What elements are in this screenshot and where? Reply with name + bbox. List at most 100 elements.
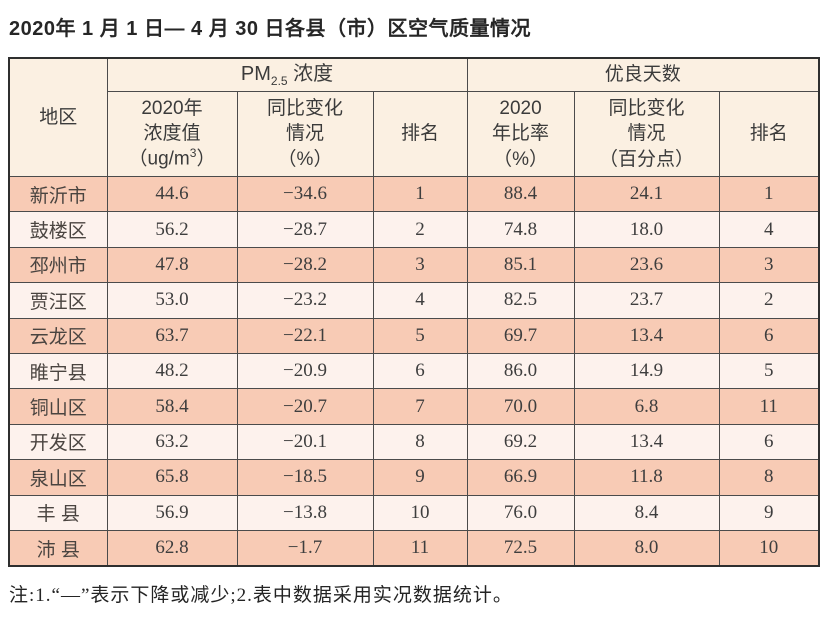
page-title: 2020年 1 月 1 日— 4 月 30 日各县（市）区空气质量情况	[9, 18, 532, 40]
col-group-pm25: PM2.5 浓度	[106, 57, 468, 92]
pm-change-unit: （%）	[277, 148, 333, 170]
cell-ratio: 76.0	[466, 494, 575, 531]
cell-ratio-change: 23.6	[573, 246, 720, 284]
cell-pm-rank: 8	[372, 423, 468, 461]
ratio-change-line1: 同比变化	[608, 98, 685, 120]
cell-pm-change: −23.2	[236, 282, 374, 319]
cell-region: 沛 县	[8, 529, 108, 567]
air-quality-table: 地区 PM2.5 浓度 优良天数 2020年 浓度值 （ug/m3） 同比变化 情况（…	[8, 57, 821, 568]
table-row: 铜山区 58.4 −20.7 7 70.0 6.8 11	[8, 388, 820, 425]
pm-value-line2: 浓度值	[143, 123, 201, 145]
col-header-ratio-rank: 排名	[718, 91, 820, 177]
cell-ratio-change: 24.1	[573, 175, 720, 213]
cell-ratio: 82.5	[466, 282, 575, 319]
cell-ratio-rank: 8	[718, 459, 820, 496]
cell-region: 铜山区	[8, 388, 108, 425]
cell-ratio: 66.9	[466, 459, 575, 496]
cell-ratio-rank: 11	[718, 388, 820, 425]
cell-pm-rank: 10	[372, 494, 468, 531]
cell-region: 睢宁县	[8, 352, 108, 390]
footnote: 注:1.“—”表示下降或减少;2.表中数据采用实况数据统计。	[9, 585, 513, 607]
cell-ratio-change: 23.7	[573, 282, 720, 319]
cell-pm-rank: 3	[372, 246, 468, 284]
cell-ratio: 88.4	[466, 175, 575, 213]
cell-pm-change: −20.9	[236, 352, 374, 390]
cell-ratio-change: 8.4	[573, 494, 720, 531]
ratio-change-unit: （百分点）	[599, 148, 695, 170]
cell-pm-change: −34.6	[236, 175, 374, 213]
table-row: 贾汪区 53.0 −23.2 4 82.5 23.7 2	[8, 282, 820, 319]
table-header: 地区 PM2.5 浓度 优良天数 2020年 浓度值 （ug/m3） 同比变化 情况 （…	[8, 57, 820, 177]
table-row: 开发区 63.2 −20.1 8 69.2 13.4 6	[8, 423, 820, 461]
pm25-subscript: 2.5	[270, 73, 288, 88]
cell-ratio: 86.0	[466, 352, 575, 390]
cell-pm-rank: 4	[372, 282, 468, 319]
cell-region: 邳州市	[8, 246, 108, 284]
pm-change-line2: 情况	[285, 123, 324, 145]
table-row: 邳州市 47.8 −28.2 3 85.1 23.6 3	[8, 246, 820, 284]
cell-pm-value: 63.7	[106, 317, 238, 354]
table-row: 新沂市 44.6 −34.6 1 88.4 24.1 1	[8, 175, 820, 213]
cell-ratio-rank: 9	[718, 494, 820, 531]
cell-ratio: 85.1	[466, 246, 575, 284]
col-header-ratio-change: 同比变化情况 （百分点）	[573, 91, 720, 177]
cell-pm-change: −28.7	[236, 211, 374, 248]
cell-ratio: 69.7	[466, 317, 575, 354]
cell-ratio-rank: 6	[718, 423, 820, 461]
cell-region: 鼓楼区	[8, 211, 108, 248]
pm-value-unit: （ug/m	[128, 148, 190, 170]
cell-ratio-change: 8.0	[573, 529, 720, 567]
cell-ratio: 74.8	[466, 211, 575, 248]
cell-region: 丰 县	[8, 494, 108, 531]
ratio-unit: （%）	[493, 148, 548, 170]
cell-pm-value: 44.6	[106, 175, 238, 213]
pm-value-unit-close: ）	[196, 148, 216, 170]
ratio-change-line2: 情况	[627, 123, 666, 145]
table-body: 新沂市 44.6 −34.6 1 88.4 24.1 1 鼓楼区 56.2 −2…	[8, 175, 820, 567]
cell-ratio-rank: 6	[718, 317, 820, 354]
cell-ratio-rank: 3	[718, 246, 820, 284]
col-group-good-days: 优良天数	[466, 57, 820, 92]
ratio-line1: 2020	[499, 98, 542, 120]
cell-ratio-change: 6.8	[573, 388, 720, 425]
cell-ratio: 70.0	[466, 388, 575, 425]
header-sub-row: 2020年 浓度值 （ug/m3） 同比变化 情况 （%） 排名 2020 年比率 （%） …	[9, 91, 820, 177]
ratio-line2: 年比率	[492, 123, 550, 145]
cell-pm-value: 58.4	[106, 388, 238, 425]
cell-pm-rank: 11	[372, 529, 468, 567]
cell-pm-rank: 7	[372, 388, 468, 425]
table-row: 云龙区 63.7 −22.1 5 69.7 13.4 6	[8, 317, 820, 354]
cell-pm-rank: 2	[372, 211, 468, 248]
cell-ratio-rank: 1	[718, 175, 820, 213]
cell-region: 云龙区	[8, 317, 108, 354]
cell-ratio-change: 13.4	[573, 423, 720, 461]
cell-pm-value: 65.8	[106, 459, 238, 496]
cell-ratio-rank: 2	[718, 282, 820, 319]
col-header-ratio: 2020 年比率 （%）	[466, 91, 575, 177]
cell-pm-value: 47.8	[106, 246, 238, 284]
cell-ratio: 72.5	[466, 529, 575, 567]
table-row: 泉山区 65.8 −18.5 9 66.9 11.8 8	[8, 459, 820, 496]
cell-pm-value: 48.2	[106, 352, 238, 390]
cell-pm-value: 62.8	[106, 529, 238, 567]
cell-region: 泉山区	[8, 459, 108, 496]
header-group-row: 地区 PM2.5 浓度 优良天数	[8, 57, 820, 177]
cell-pm-change: −13.8	[236, 494, 374, 531]
cell-ratio-change: 11.8	[573, 459, 720, 496]
pm-change-line1: 同比变化	[266, 98, 343, 120]
cell-pm-change: −28.2	[236, 246, 374, 284]
cell-ratio-rank: 5	[718, 352, 820, 390]
cell-ratio-change: 13.4	[573, 317, 720, 354]
cell-pm-rank: 9	[372, 459, 468, 496]
col-header-region: 地区	[8, 57, 108, 177]
pm25-prefix: PM	[240, 62, 271, 85]
cell-pm-change: −18.5	[236, 459, 374, 496]
cell-pm-rank: 1	[372, 175, 468, 213]
cell-ratio-rank: 4	[718, 211, 820, 248]
table-row: 鼓楼区 56.2 −28.7 2 74.8 18.0 4	[8, 211, 820, 248]
pm-value-unit-sup: 3	[189, 146, 197, 161]
cell-ratio-change: 18.0	[573, 211, 720, 248]
cell-pm-change: −20.7	[236, 388, 374, 425]
table-row: 睢宁县 48.2 −20.9 6 86.0 14.9 5	[8, 352, 820, 390]
